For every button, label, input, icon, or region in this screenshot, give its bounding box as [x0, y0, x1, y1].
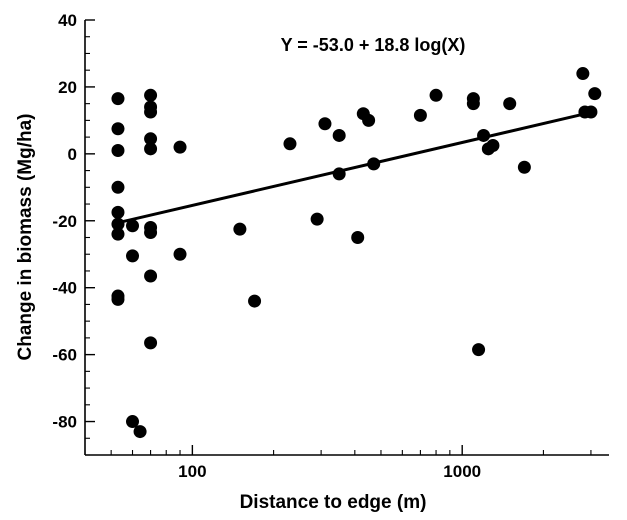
data-point: [144, 88, 158, 102]
data-point: [144, 105, 158, 119]
data-point: [144, 225, 158, 239]
data-point: [472, 343, 486, 357]
data-point: [332, 167, 346, 181]
data-point: [332, 128, 346, 142]
x-tick-label: 1000: [443, 462, 481, 481]
data-point: [248, 294, 262, 308]
data-points: [111, 67, 602, 439]
data-point: [173, 140, 187, 154]
data-point: [283, 137, 297, 151]
data-point: [133, 425, 147, 439]
data-point: [111, 180, 125, 194]
data-point: [429, 88, 443, 102]
data-point: [351, 231, 365, 244]
axes: 40 20 0 -20 -40 -60 -80 100 1000: [52, 11, 609, 481]
data-point: [111, 122, 125, 136]
data-point: [144, 269, 158, 283]
data-point: [367, 157, 381, 171]
data-point: [362, 113, 376, 127]
data-point: [126, 415, 140, 429]
data-point: [111, 292, 125, 306]
data-point: [126, 249, 140, 263]
data-point: [576, 67, 590, 81]
data-point: [144, 132, 158, 146]
data-point: [173, 247, 187, 261]
data-point: [126, 219, 140, 233]
data-point: [310, 212, 324, 226]
data-point: [233, 222, 247, 236]
data-point: [111, 92, 125, 106]
y-tick-label: 0: [68, 145, 77, 164]
y-tick-label: 20: [58, 78, 77, 97]
regression-equation: Y = -53.0 + 18.8 log(X): [281, 35, 466, 55]
data-point: [144, 336, 158, 350]
data-point: [413, 108, 427, 122]
data-point: [486, 138, 500, 152]
x-tick-label: 100: [178, 462, 206, 481]
y-tick-label: -20: [52, 212, 77, 231]
data-point: [318, 117, 332, 131]
data-point: [477, 128, 491, 142]
regression-line: [117, 112, 584, 225]
data-point: [517, 160, 531, 174]
data-point: [588, 87, 602, 101]
data-point: [144, 142, 158, 156]
data-point: [111, 227, 125, 241]
x-axis-title: Distance to edge (m): [240, 492, 427, 513]
data-point: [111, 217, 125, 231]
y-tick-label: -40: [52, 279, 77, 298]
regression-line-group: [117, 112, 584, 225]
y-axis-title: Change in biomass (Mg/ha): [15, 113, 36, 360]
data-point: [111, 205, 125, 219]
data-point: [111, 144, 125, 157]
y-tick-label: -80: [52, 413, 77, 432]
data-point: [503, 97, 517, 111]
data-point: [466, 97, 480, 111]
y-tick-label: 40: [58, 11, 77, 30]
y-tick-label: -60: [52, 346, 77, 365]
data-point: [584, 105, 598, 119]
